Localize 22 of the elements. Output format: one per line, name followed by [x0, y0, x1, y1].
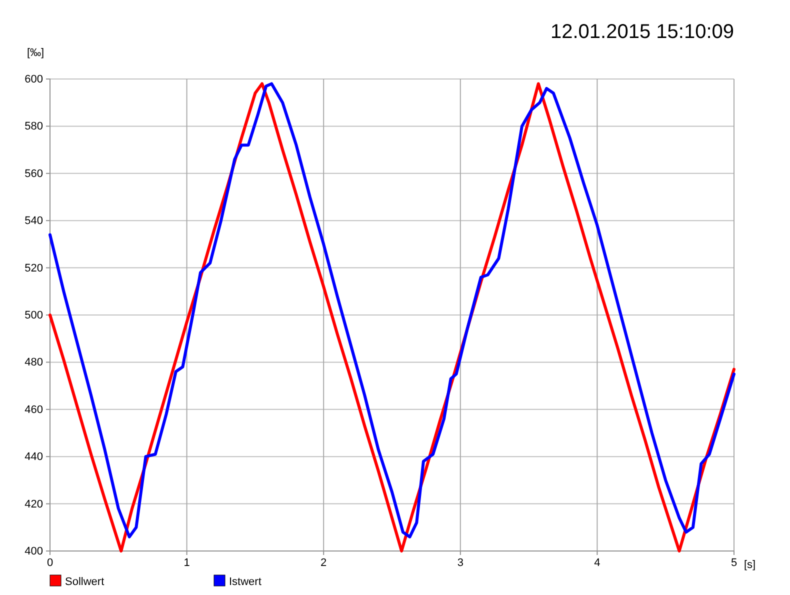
- x-tick-label: 2: [320, 556, 327, 569]
- y-tick-label: 420: [24, 498, 43, 510]
- y-tick-label: 480: [24, 356, 43, 369]
- y-tick-label: 600: [24, 74, 43, 86]
- y-tick-label: 560: [24, 168, 43, 180]
- x-tick-label: 4: [594, 556, 600, 569]
- x-tick-label: 5: [730, 556, 738, 569]
- y-tick-label: 460: [24, 404, 43, 416]
- x-axis-title: [s]: [744, 559, 756, 571]
- legend-label: Sollwert: [65, 576, 104, 588]
- x-tick-label: 0: [46, 556, 54, 569]
- x-tick-label: 1: [184, 556, 190, 569]
- legend-label: Istwert: [229, 576, 262, 588]
- y-tick-label: 500: [24, 310, 43, 322]
- y-tick-label: 440: [24, 451, 43, 464]
- y-tick-label: 540: [24, 215, 43, 228]
- y-tick-label: 520: [24, 262, 43, 274]
- y-tick-label: 400: [24, 546, 43, 558]
- x-tick-label: 3: [457, 556, 464, 569]
- y-axis-title: [‰]: [27, 47, 44, 59]
- y-tick-label: 580: [24, 120, 43, 133]
- chart-title: 12.01.2015 15:10:09: [550, 21, 734, 43]
